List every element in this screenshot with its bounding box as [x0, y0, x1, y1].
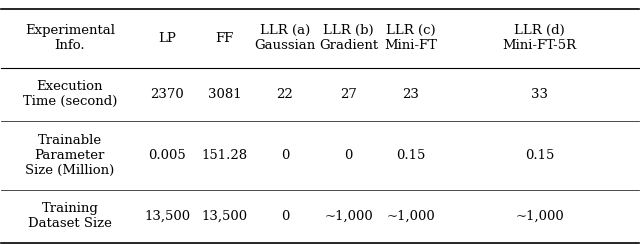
Text: 3081: 3081 — [207, 88, 241, 101]
Text: Training
Dataset Size: Training Dataset Size — [28, 202, 112, 230]
Text: 0: 0 — [281, 149, 289, 162]
Text: FF: FF — [215, 32, 234, 45]
Text: Experimental
Info.: Experimental Info. — [25, 24, 115, 52]
Text: ~1,000: ~1,000 — [324, 210, 373, 223]
Text: 0: 0 — [281, 210, 289, 223]
Text: 0.15: 0.15 — [525, 149, 554, 162]
Text: LLR (d)
Mini-FT-5R: LLR (d) Mini-FT-5R — [503, 24, 577, 52]
Text: LP: LP — [158, 32, 176, 45]
Text: Trainable
Parameter
Size (Million): Trainable Parameter Size (Million) — [25, 134, 115, 177]
Text: 0.15: 0.15 — [396, 149, 426, 162]
Text: 0: 0 — [344, 149, 353, 162]
Text: 13,500: 13,500 — [202, 210, 248, 223]
Text: 151.28: 151.28 — [202, 149, 248, 162]
Text: 0.005: 0.005 — [148, 149, 186, 162]
Text: ~1,000: ~1,000 — [387, 210, 435, 223]
Text: LLR (a)
Gaussian: LLR (a) Gaussian — [254, 24, 316, 52]
Text: ~1,000: ~1,000 — [515, 210, 564, 223]
Text: 33: 33 — [531, 88, 548, 101]
Text: 23: 23 — [403, 88, 419, 101]
Text: 2370: 2370 — [150, 88, 184, 101]
Text: 13,500: 13,500 — [144, 210, 190, 223]
Text: LLR (c)
Mini-FT: LLR (c) Mini-FT — [385, 24, 437, 52]
Text: LLR (b)
Gradient: LLR (b) Gradient — [319, 24, 378, 52]
Text: 27: 27 — [340, 88, 357, 101]
Text: Execution
Time (second): Execution Time (second) — [22, 80, 117, 108]
Text: 22: 22 — [276, 88, 293, 101]
